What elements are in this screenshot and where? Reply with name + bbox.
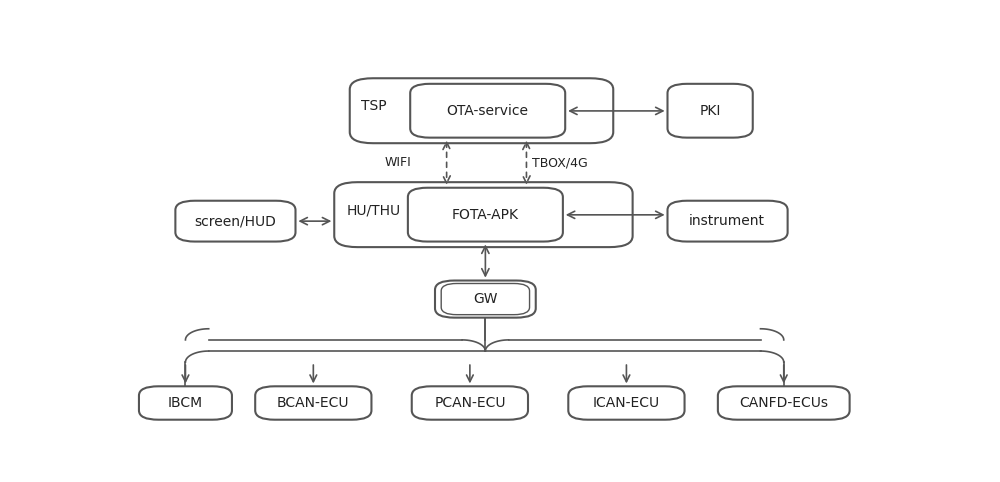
FancyBboxPatch shape <box>718 386 850 420</box>
FancyBboxPatch shape <box>410 84 565 138</box>
FancyBboxPatch shape <box>350 78 613 143</box>
Text: PKI: PKI <box>699 104 721 118</box>
Text: WIFI: WIFI <box>385 156 412 169</box>
FancyBboxPatch shape <box>334 182 633 247</box>
FancyBboxPatch shape <box>668 84 753 138</box>
Text: BCAN-ECU: BCAN-ECU <box>277 396 350 410</box>
Text: OTA-service: OTA-service <box>447 104 529 118</box>
Text: PCAN-ECU: PCAN-ECU <box>434 396 506 410</box>
Text: TSP: TSP <box>361 99 387 113</box>
Text: FOTA-APK: FOTA-APK <box>452 208 519 222</box>
FancyBboxPatch shape <box>255 386 371 420</box>
Text: CANFD-ECUs: CANFD-ECUs <box>739 396 828 410</box>
Text: instrument: instrument <box>689 214 765 228</box>
Text: IBCM: IBCM <box>168 396 203 410</box>
Text: ICAN-ECU: ICAN-ECU <box>593 396 660 410</box>
Text: TBOX/4G: TBOX/4G <box>532 156 588 169</box>
FancyBboxPatch shape <box>435 281 536 318</box>
FancyBboxPatch shape <box>408 187 563 241</box>
Text: screen/HUD: screen/HUD <box>194 214 276 228</box>
FancyBboxPatch shape <box>668 201 788 241</box>
FancyBboxPatch shape <box>139 386 232 420</box>
FancyBboxPatch shape <box>175 201 296 241</box>
Text: HU/THU: HU/THU <box>347 203 401 217</box>
FancyBboxPatch shape <box>441 283 530 315</box>
FancyBboxPatch shape <box>568 386 685 420</box>
Text: GW: GW <box>473 292 498 306</box>
FancyBboxPatch shape <box>412 386 528 420</box>
